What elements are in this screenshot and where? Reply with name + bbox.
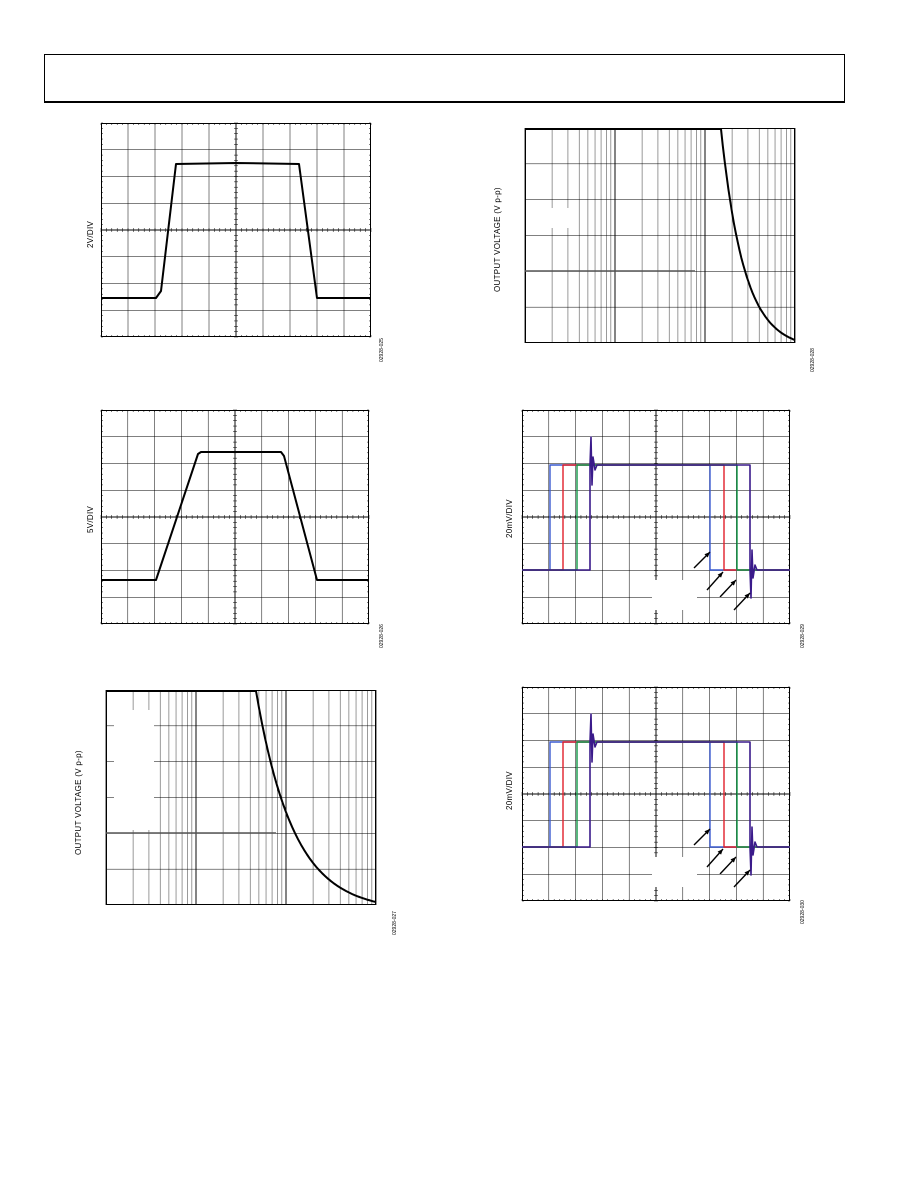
grid (100, 122, 372, 338)
y-axis-label-2: 5V/DIV (86, 505, 95, 533)
arrow-head (717, 572, 723, 578)
log-plot-1 (105, 690, 377, 905)
grid (524, 128, 796, 343)
figure-code-2: 02928-026 (379, 624, 385, 648)
arrow-head (744, 870, 750, 876)
rolloff-curve (106, 690, 377, 903)
figure-code-4: 02928-028 (810, 348, 816, 372)
y-axis-label-5: 20mV/DIV (505, 499, 514, 538)
grid (100, 409, 370, 625)
arrow-head (730, 580, 736, 586)
figure-code-1: 02928-025 (379, 338, 385, 362)
page-header-box (44, 54, 845, 103)
y-axis-label-6: 20mV/DIV (505, 771, 514, 810)
legend-box (652, 580, 697, 610)
scope-plot-1 (100, 122, 372, 338)
pulse-trace (101, 162, 371, 299)
rolloff-curve (525, 128, 796, 341)
figure-code-3: 02928-027 (392, 911, 398, 935)
scope-plot-2 (100, 409, 370, 625)
legend-box (529, 208, 569, 228)
y-axis-label-4: OUTPUT VOLTAGE (V p-p) (493, 187, 502, 292)
y-axis-label-1: 2V/DIV (86, 220, 95, 248)
settling-plot-2 (521, 686, 791, 902)
legend-box (114, 710, 154, 830)
y-axis-label-3: OUTPUT VOLTAGE (V p-p) (74, 750, 83, 855)
arrow-head (744, 593, 750, 599)
arrow-head (730, 857, 736, 863)
legend-box (652, 857, 697, 887)
arrow-head (704, 552, 710, 558)
log-plot-2 (524, 128, 796, 343)
figure-code-5: 02928-029 (800, 624, 806, 648)
arrow-head (717, 849, 723, 855)
settling-trace (522, 713, 790, 876)
arrow-head (704, 829, 710, 835)
figure-code-6: 02928-030 (800, 900, 806, 924)
pulse-trace (101, 451, 369, 581)
settling-plot-1 (521, 409, 791, 625)
settling-trace (522, 436, 790, 599)
